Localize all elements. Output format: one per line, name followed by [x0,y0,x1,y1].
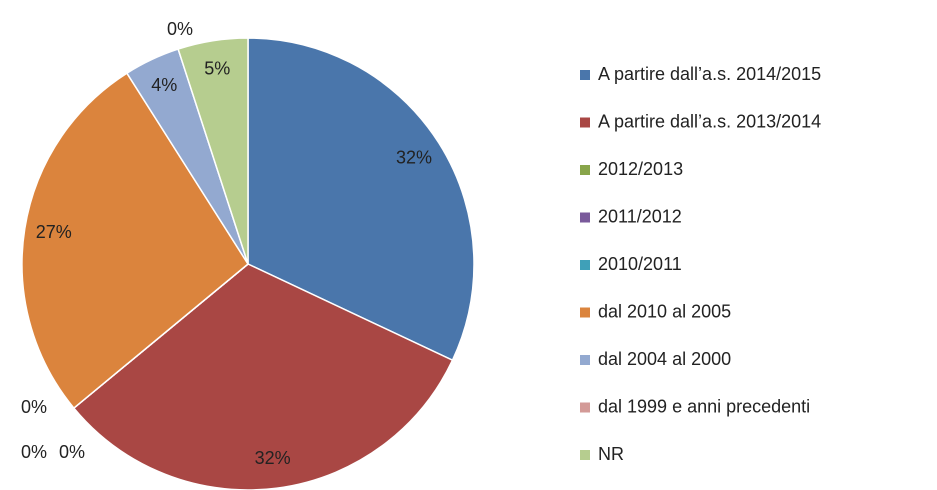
legend-swatch [580,450,590,460]
legend-label: NR [598,444,624,464]
legend-swatch [580,70,590,80]
pie-slice [72,263,454,490]
data-label: 0% [167,19,193,39]
legend-label: dal 2010 al 2005 [598,301,731,321]
legend-swatch [580,212,590,223]
data-label: 0% [21,442,47,462]
data-label: 0% [59,442,85,462]
data-label: 5% [204,59,230,79]
legend-label: A partire dall’a.s. 2013/2014 [598,111,821,131]
data-label: 0% [21,397,47,417]
legend-label: 2010/2011 [598,254,682,274]
legend-swatch [580,117,590,128]
data-label: 32% [255,448,291,468]
legend-label: dal 2004 al 2000 [598,349,731,369]
pie-slice [21,72,249,410]
pie-slice [247,37,475,362]
legend-label: 2011/2012 [598,206,682,226]
data-label: 32% [396,147,432,167]
legend-swatch [580,402,590,413]
data-label: 27% [36,222,72,242]
legend-swatch [580,165,590,175]
legend-label: 2012/2013 [598,159,683,179]
data-label: 4% [151,75,177,95]
legend-swatch [580,355,590,365]
legend-swatch [580,307,590,318]
legend-label: A partire dall’a.s. 2014/2015 [598,64,821,84]
legend-label: dal 1999 e anni precedenti [598,396,810,416]
pie-slice [177,37,249,265]
legend-swatch [580,260,590,270]
